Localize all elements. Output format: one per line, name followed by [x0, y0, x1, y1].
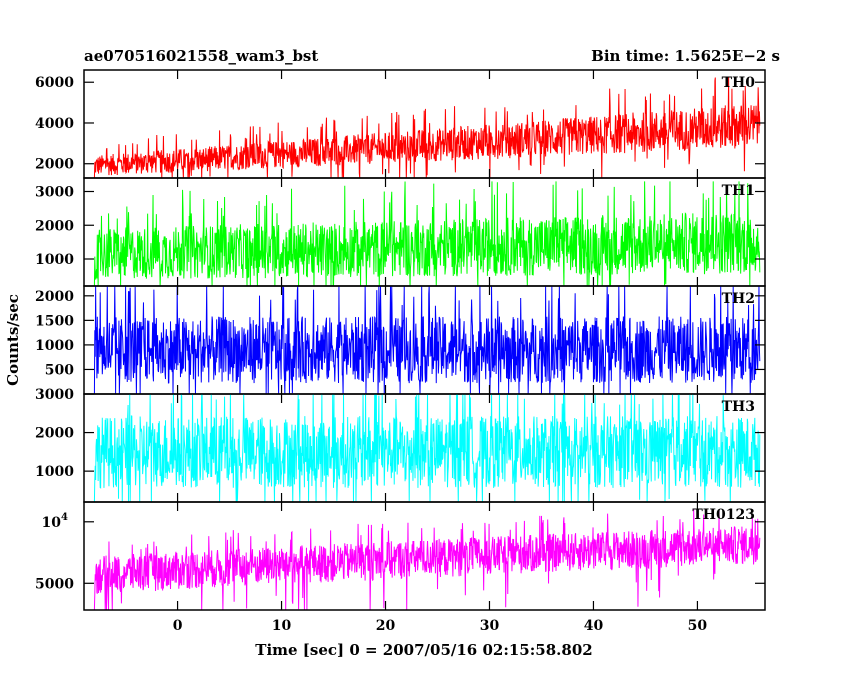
- x-tick-label: 30: [480, 618, 500, 634]
- y-tick-label: 6000: [35, 75, 74, 91]
- panel-th1: TH1 1000 2000 3000: [35, 177, 766, 287]
- y-tick-label: 500: [45, 362, 74, 378]
- x-tick-label: 20: [376, 618, 396, 634]
- panel-th2: TH2 500 1000 1500 2000: [35, 285, 766, 395]
- x-tick-label: 50: [688, 618, 708, 634]
- series-line-th0: [93, 76, 761, 178]
- series-label-th3: TH3: [722, 399, 755, 415]
- y-tick-label: 2000: [35, 157, 74, 173]
- y-tick-label: 2000: [35, 218, 74, 234]
- panel-th3: TH3 1000 2000 3000: [35, 387, 766, 503]
- y-axis-label: Counts/sec: [4, 294, 22, 386]
- panel-th0: TH0 2000 4000 6000: [35, 69, 766, 179]
- chart-title: ae070516021558_wam3_bst: [84, 47, 318, 65]
- panel-frame: [83, 501, 766, 611]
- y-tick-label: 1000: [35, 252, 74, 268]
- bin-time-label: Bin time: 1.5625E−2 s: [591, 47, 780, 65]
- series-line-th2: [93, 286, 761, 394]
- series-line-th0123: [93, 509, 761, 610]
- series-label-th2: TH2: [722, 291, 755, 307]
- y-tick-label: 1000: [35, 464, 74, 480]
- x-axis-label: Time [sec] 0 = 2007/05/16 02:15:58.802: [255, 641, 592, 659]
- series-label-th0123: TH0123: [692, 507, 755, 523]
- y-tick-label: 2000: [35, 289, 74, 305]
- x-tick-label: 40: [584, 618, 604, 634]
- y-tick-label: 104: [42, 512, 68, 531]
- y-tick-label: 1000: [35, 338, 74, 354]
- series-label-th1: TH1: [722, 183, 755, 199]
- series-line-th1: [93, 181, 761, 286]
- x-tick-label: 0: [173, 618, 183, 634]
- panel-th0123: TH0123 5000 104 0 10 20 30 40 50: [35, 501, 766, 634]
- y-tick-label: 2000: [35, 426, 74, 442]
- y-tick-label: 1500: [35, 313, 74, 329]
- y-tick-label: 3000: [35, 387, 74, 403]
- y-tick-label: 5000: [35, 576, 74, 592]
- y-tick-label: 4000: [35, 116, 74, 132]
- y-tick-label: 3000: [35, 185, 74, 201]
- series-line-th3: [93, 394, 761, 502]
- x-tick-label: 10: [272, 618, 292, 634]
- series-label-th0: TH0: [722, 75, 756, 91]
